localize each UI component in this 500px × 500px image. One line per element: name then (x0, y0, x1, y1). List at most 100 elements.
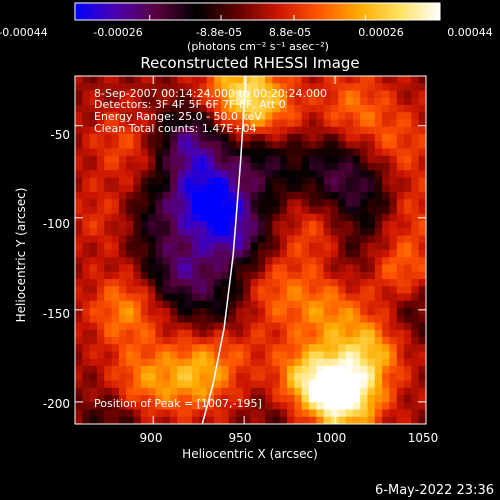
heatmap-cell (323, 97, 332, 106)
heatmap-cell (192, 105, 200, 113)
heatmap-cell (404, 286, 412, 294)
heatmap-cell (323, 221, 332, 229)
heatmap-cell (323, 315, 332, 323)
heatmap-cell (389, 119, 398, 128)
heatmap-cell (199, 228, 208, 236)
heatmap-cell (111, 235, 120, 244)
heatmap-cell (162, 242, 171, 251)
heatmap-cell (184, 170, 193, 178)
heatmap-cell (170, 337, 178, 345)
heatmap-cell (170, 141, 178, 149)
heatmap-cell (411, 366, 420, 374)
heatmap-cell (272, 134, 281, 142)
heatmap-cell (404, 366, 412, 374)
heatmap-cell (382, 329, 390, 338)
heatmap-cell (389, 134, 398, 142)
heatmap-cell (221, 373, 229, 381)
heatmap-cell (213, 141, 222, 149)
heatmap-cell (75, 358, 83, 367)
heatmap-cell (323, 402, 332, 410)
heatmap-cell (104, 177, 112, 186)
heatmap-cell (411, 105, 420, 113)
heatmap-cell (272, 155, 281, 164)
heatmap-cell (111, 141, 120, 149)
heatmap-cell (177, 271, 186, 280)
colorbar-tick-label: 8.8e-05 (269, 26, 311, 39)
heatmap-cell (404, 119, 412, 128)
heatmap-cell (389, 112, 398, 120)
heatmap-cell (199, 155, 208, 164)
heatmap-cell (418, 148, 427, 157)
heatmap-cell (155, 213, 164, 222)
heatmap-cell (309, 170, 317, 178)
heatmap-cell (301, 358, 310, 367)
heatmap-cell (345, 344, 354, 352)
heatmap-cell (418, 395, 427, 403)
heatmap-cell (184, 155, 193, 164)
heatmap-cell (345, 308, 354, 316)
heatmap-cell (309, 235, 317, 244)
heatmap-cell (177, 337, 186, 345)
heatmap-cell (155, 286, 164, 294)
heatmap-cell (162, 250, 171, 258)
heatmap-cell (206, 402, 215, 410)
heatmap-cell (155, 315, 164, 323)
heatmap-cell (345, 112, 354, 120)
heatmap-cell (199, 300, 208, 309)
heatmap-cell (301, 119, 310, 128)
heatmap-cell (257, 112, 266, 120)
heatmap-cell (162, 264, 171, 273)
heatmap-cell (221, 83, 229, 91)
heatmap-cell (104, 300, 112, 309)
heatmap-cell (250, 170, 259, 178)
heatmap-cell (367, 300, 376, 309)
heatmap-cell (360, 163, 368, 171)
heatmap-cell (352, 300, 361, 309)
heatmap-cell (243, 163, 251, 171)
heatmap-cell (235, 409, 244, 418)
heatmap-cell (265, 105, 273, 113)
heatmap-cell (272, 76, 281, 84)
heatmap-cell (418, 76, 427, 84)
heatmap-cell (301, 344, 310, 352)
heatmap-cell (221, 300, 229, 309)
heatmap-cell (316, 105, 325, 113)
heatmap-cell (148, 242, 156, 251)
heatmap-cell (301, 97, 310, 106)
heatmap-cell (243, 213, 251, 222)
footer-timestamp: 6-May-2022 23:36 (375, 483, 494, 498)
heatmap-cell (345, 105, 354, 113)
heatmap-cell (257, 192, 266, 200)
heatmap-cell (265, 402, 273, 410)
heatmap-cell (235, 308, 244, 316)
heatmap-cell (148, 416, 156, 425)
heatmap-cell (250, 90, 259, 99)
heatmap-cell (184, 257, 193, 265)
heatmap-cell (257, 293, 266, 302)
heatmap-cell (184, 97, 193, 106)
heatmap-cell (360, 387, 368, 396)
heatmap-cell (228, 221, 237, 229)
heatmap-cell (243, 148, 251, 157)
heatmap-cell (287, 213, 295, 222)
heatmap-cell (345, 351, 354, 360)
heatmap-cell (126, 213, 134, 222)
heatmap-cell (272, 257, 281, 265)
heatmap-cell (411, 90, 420, 99)
heatmap-cell (294, 126, 303, 135)
heatmap-cell (360, 373, 368, 381)
heatmap-cell (382, 112, 390, 120)
heatmap-cell (199, 199, 208, 207)
heatmap-cell (323, 329, 332, 338)
heatmap-cell (170, 242, 178, 251)
y-tick-label: -100 (43, 217, 70, 231)
heatmap-cell (279, 112, 288, 120)
heatmap-cell (382, 192, 390, 200)
heatmap-cell (155, 119, 164, 128)
heatmap-cell (155, 409, 164, 418)
heatmap-cell (404, 300, 412, 309)
heatmap-cell (382, 264, 390, 273)
heatmap-cell (199, 409, 208, 418)
heatmap-cell (309, 250, 317, 258)
heatmap-cell (279, 97, 288, 106)
